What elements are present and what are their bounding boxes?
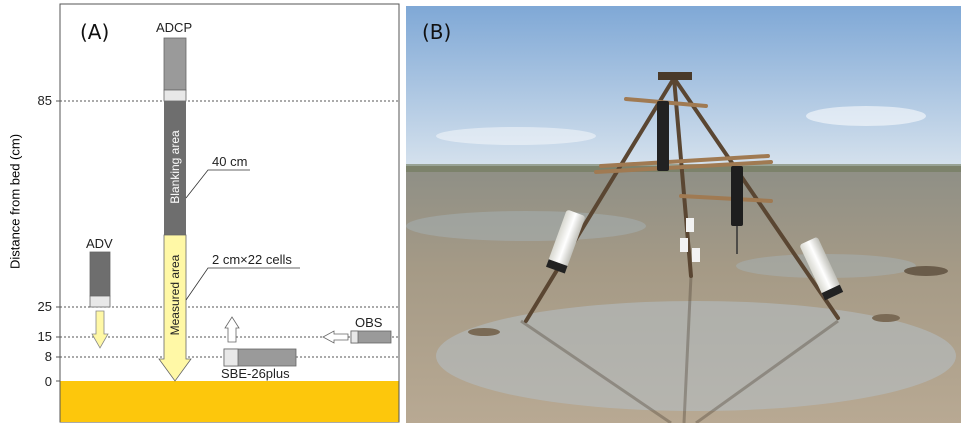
measured-area-label: Measured area — [168, 254, 182, 336]
tripod-legs — [524, 76, 840, 323]
right-canister — [800, 237, 844, 301]
cloud — [806, 106, 926, 126]
sbe-arrow — [224, 316, 240, 343]
measured-cells-leader — [185, 267, 300, 301]
tick-label-25: 25 — [37, 299, 52, 314]
cloud — [436, 127, 596, 145]
tick-label-15: 15 — [37, 329, 52, 344]
blanking-area — [164, 101, 186, 235]
blanking-size-label: 40 cm — [212, 154, 248, 169]
tripod-top-plate — [658, 72, 692, 80]
left-canister — [546, 210, 585, 274]
measured-cells-label: 2 cm×22 cells — [212, 252, 292, 267]
adcp-housing — [163, 37, 187, 91]
tripod-reflection — [520, 275, 839, 425]
sbe-label: SBE-26plus — [221, 366, 290, 381]
panel-a-diagram — [56, 3, 400, 423]
sensor-bottle — [692, 248, 700, 262]
obs-label: OBS — [355, 315, 383, 330]
sbe-sensor-end — [223, 348, 239, 367]
mud-clump — [872, 314, 900, 322]
tripod-photo — [406, 6, 961, 425]
sensor-bottle — [686, 218, 694, 232]
sensor-bottle — [680, 238, 688, 252]
obs-arrow — [322, 330, 349, 344]
water-puddle — [406, 211, 646, 241]
tick-label-8: 8 — [44, 349, 52, 364]
panel-b-letter: (B) — [422, 20, 452, 44]
mud-clump — [468, 328, 500, 336]
tick-label-0: 0 — [44, 374, 52, 389]
adcp-canister — [657, 101, 669, 171]
mud-clump — [904, 266, 948, 276]
adv-label: ADV — [86, 236, 113, 251]
adcp-transducer — [163, 89, 187, 102]
tick-label-85: 85 — [37, 93, 52, 108]
obs-sensor-end — [350, 330, 359, 344]
blanking-size-leader — [185, 169, 250, 199]
adv-housing — [89, 251, 111, 297]
water-puddle — [436, 301, 956, 411]
panel-a-letter: (A) — [80, 20, 110, 44]
blanking-area-label: Blanking area — [168, 130, 182, 204]
sediment-bed — [60, 381, 399, 422]
y-axis-label: Distance from bed (cm) — [7, 133, 23, 270]
adv-arrow — [91, 310, 109, 349]
adv-canister — [731, 166, 743, 226]
adv-probe — [89, 295, 111, 308]
measured-area-arrow — [158, 234, 192, 382]
adcp-label: ADCP — [156, 20, 193, 35]
panel-b: (B) — [406, 6, 961, 425]
